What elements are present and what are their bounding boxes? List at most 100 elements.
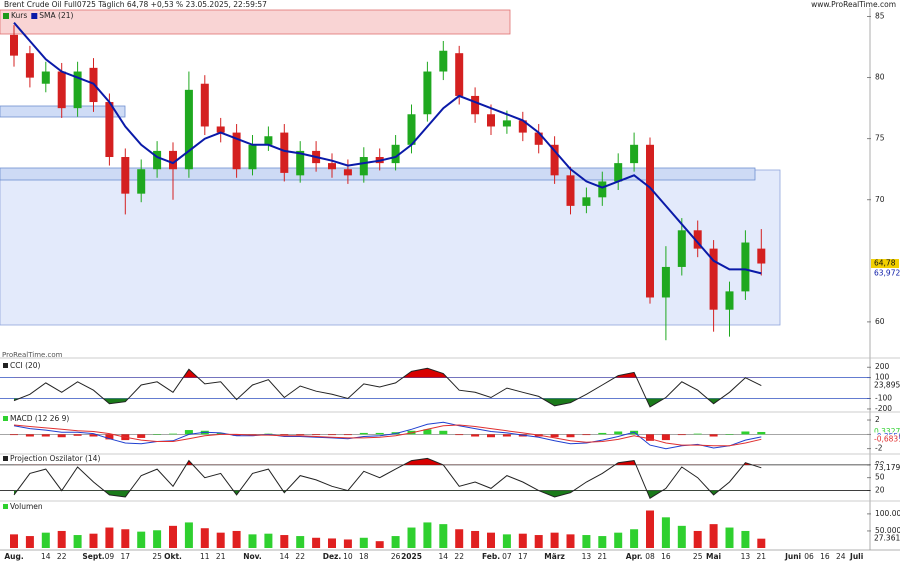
- volume-bar: [661, 517, 670, 548]
- volume-bar: [741, 530, 750, 548]
- candle-body: [741, 242, 750, 292]
- volume-bar: [725, 527, 734, 548]
- y-tick-label: 70: [875, 195, 885, 204]
- x-tick-label: 13: [582, 552, 592, 561]
- candle-body: [566, 175, 575, 206]
- volume-bar: [137, 531, 146, 548]
- histogram-bar: [343, 434, 352, 436]
- x-tick-label: 21: [598, 552, 608, 561]
- candle-body: [646, 144, 654, 298]
- x-tick-label: 14: [41, 552, 51, 561]
- histogram-bar: [184, 430, 193, 435]
- series: [13, 457, 762, 500]
- volume-bar: [10, 534, 18, 548]
- x-tick-label: Aug.: [4, 552, 24, 561]
- volume-bar: [423, 522, 432, 548]
- histogram-bar: [25, 434, 34, 437]
- y-tick-label: 50: [875, 473, 885, 482]
- histogram-bar: [487, 434, 495, 438]
- candle-body: [391, 144, 400, 164]
- x-tick-label: 2025: [401, 552, 422, 561]
- x-tick-label: 08: [645, 552, 655, 561]
- value-label-box: [871, 434, 899, 444]
- candle-body: [105, 102, 114, 158]
- candle-body: [280, 132, 289, 173]
- x-tick-label: 17: [121, 552, 131, 561]
- value-label: 63,972: [874, 268, 900, 277]
- website: www.ProRealTime.com: [811, 0, 896, 9]
- chart-title: Brent Crude Oil Full0725 Täglich 64,78 +…: [4, 0, 267, 9]
- histogram-bar: [10, 434, 18, 436]
- volume-bar: [391, 536, 400, 548]
- support-zone: [0, 167, 756, 181]
- x-tick-label: 22: [454, 552, 464, 561]
- volume-bar: [57, 530, 66, 548]
- oscillator-fill: [14, 490, 719, 499]
- candle-body: [423, 71, 432, 115]
- legend-swatch: [3, 13, 9, 19]
- y-tick-label: -200: [875, 404, 892, 413]
- candle-body: [359, 157, 368, 176]
- value-label-box: [871, 268, 899, 278]
- volume-bar: [248, 534, 257, 548]
- x-tick-label: 21: [216, 552, 226, 561]
- histogram-bar: [709, 434, 718, 437]
- y-tick-label: 2: [875, 415, 880, 424]
- candle-body: [121, 157, 130, 194]
- x-tick-label: 24: [836, 552, 846, 561]
- candle-body: [630, 144, 639, 164]
- candle-body: [328, 163, 336, 170]
- volume-bar: [550, 532, 559, 548]
- candle-body: [137, 169, 146, 194]
- histogram-bar: [169, 433, 177, 435]
- histogram-bar: [471, 434, 480, 437]
- panel-icon: [3, 504, 8, 509]
- volume-bar: [471, 530, 480, 548]
- candle-body: [550, 144, 559, 176]
- candle-body: [200, 83, 209, 127]
- candle-body: [709, 248, 718, 310]
- x-tick-label: 26: [391, 552, 401, 561]
- volume-bar: [566, 534, 575, 548]
- y-tick-label: 20: [875, 486, 885, 495]
- candle-body: [455, 53, 464, 96]
- volume-bar: [359, 537, 368, 548]
- x-tick-label: Dez.: [323, 552, 342, 561]
- value-label: 0,3327: [874, 427, 900, 436]
- volume-bar: [693, 530, 702, 548]
- volume-bar: [169, 525, 177, 548]
- candle-body: [41, 71, 50, 84]
- line: [13, 421, 762, 450]
- series: [10, 25, 766, 341]
- candle-body: [661, 266, 670, 298]
- value-label-box: [871, 463, 899, 473]
- volume-bar: [677, 525, 686, 548]
- histogram-bar: [566, 434, 575, 438]
- x-tick-label: Mai: [706, 552, 721, 561]
- candle-body: [248, 144, 257, 170]
- x-tick-label: 16: [820, 552, 830, 561]
- x-tick-label: Nov.: [243, 552, 262, 561]
- histogram-bar: [677, 434, 686, 436]
- volume-bar: [646, 510, 654, 548]
- value-label: 23,895: [874, 381, 900, 390]
- series: [13, 367, 762, 408]
- histogram-bar: [646, 434, 654, 441]
- volume-bar: [312, 537, 321, 548]
- x-tick-label: Okt.: [164, 552, 182, 561]
- x-tick-label: 25: [693, 552, 703, 561]
- volume-bar: [153, 530, 162, 548]
- histogram-bar: [359, 432, 368, 435]
- candle-body: [725, 291, 734, 310]
- candle-body: [169, 150, 177, 170]
- volume-bar: [200, 528, 209, 548]
- volume-bar: [598, 536, 607, 548]
- series: [13, 424, 762, 447]
- volume-bar: [184, 522, 193, 548]
- y-tick-label: -100: [875, 394, 892, 403]
- volume-bar: [502, 534, 511, 548]
- candle-body: [471, 95, 480, 115]
- histogram-bar: [725, 434, 734, 435]
- y-tick-label: -2: [875, 444, 883, 453]
